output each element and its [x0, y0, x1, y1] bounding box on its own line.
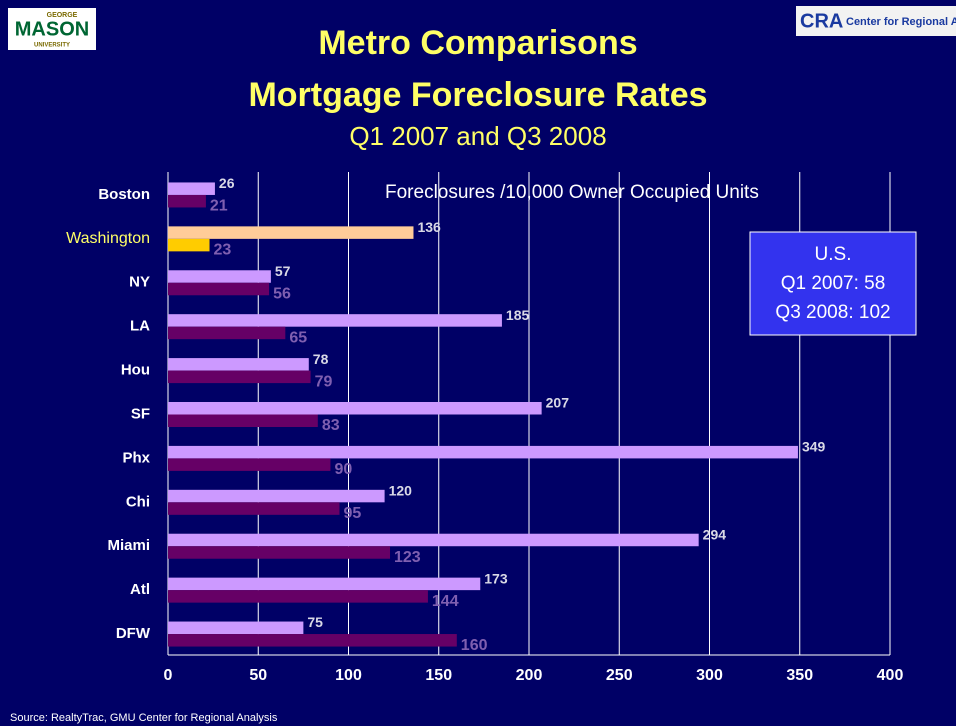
bar	[168, 314, 502, 327]
us-box-text: U.S.	[815, 244, 852, 265]
x-tick-label: 0	[164, 667, 173, 684]
bar	[168, 226, 414, 239]
value-label: 136	[417, 219, 441, 235]
bar	[168, 502, 340, 515]
value-label: 21	[210, 198, 228, 215]
chart-subtitle: Q1 2007 and Q3 2008	[349, 121, 606, 151]
value-label: 90	[334, 461, 352, 478]
bar	[168, 577, 481, 591]
x-tick-label: 50	[249, 667, 267, 684]
overlay: Foreclosures /10,000 Owner Occupied Unit…	[385, 182, 917, 336]
y-tick-label: Hou	[121, 362, 150, 379]
value-label: 160	[461, 637, 488, 654]
x-tick-label: 200	[516, 667, 543, 684]
value-label: 56	[273, 285, 291, 302]
value-label: 95	[343, 505, 361, 522]
logo-right: CRA Center for Regional Analy	[796, 6, 956, 36]
y-tick-label: NY	[129, 274, 150, 291]
x-tick-label: 250	[606, 667, 633, 684]
x-tick-label: 350	[786, 667, 813, 684]
value-label: 75	[307, 614, 323, 630]
logo-text: CRA	[800, 10, 843, 32]
plot: 0 50 100 150 200 250 300 350 400 Boston 26 21 Washin…	[66, 172, 903, 684]
value-label: 120	[389, 483, 413, 499]
annotation: Foreclosures /10,000 Owner Occupied Unit…	[385, 182, 759, 203]
chart-title: Metro Comparisons	[318, 24, 637, 62]
bar	[168, 458, 331, 471]
x-tick-label: 100	[335, 667, 362, 684]
x-tick-label: 300	[696, 667, 723, 684]
value-label: 26	[219, 175, 235, 191]
logo-box	[796, 6, 956, 36]
value-label: 294	[703, 526, 727, 542]
y-tick-label: SF	[131, 405, 150, 422]
value-label: 173	[484, 570, 508, 586]
us-box-text: Q1 2007: 58	[781, 273, 886, 294]
value-label: 65	[289, 329, 307, 346]
y-tick-label: Boston	[98, 186, 150, 203]
us-box-text: Q3 2008: 102	[775, 302, 890, 323]
bar	[168, 270, 271, 283]
bar	[168, 590, 428, 603]
y-tick-label: Chi	[126, 493, 150, 510]
value-label: 83	[322, 417, 340, 434]
value-label: 185	[506, 307, 530, 323]
bar	[168, 445, 798, 459]
value-label: 123	[394, 549, 421, 566]
bar	[168, 546, 391, 559]
y-tick-label: Atl	[130, 581, 150, 598]
value-label: 79	[315, 373, 333, 390]
y-tick-label: Phx	[122, 449, 150, 466]
y-tick-label: Miami	[107, 537, 150, 554]
value-label: 23	[214, 242, 232, 259]
bar	[168, 489, 385, 503]
bar	[168, 621, 304, 635]
value-label: 207	[546, 395, 570, 411]
bar	[168, 402, 542, 415]
logo-text: UNIVERSITY	[34, 43, 70, 49]
us-box	[749, 231, 917, 336]
bar	[168, 358, 309, 371]
logo-box	[8, 8, 96, 50]
value-label: 78	[313, 351, 329, 367]
source: Source: RealtyTrac, GMU Center for Regio…	[10, 712, 278, 724]
bar	[168, 634, 457, 647]
x-tick-label: 400	[877, 667, 904, 684]
y-tick-label: Washington	[66, 230, 150, 247]
value-label: 144	[432, 593, 459, 610]
bar	[168, 533, 699, 547]
bar	[168, 326, 286, 340]
bar	[168, 194, 206, 208]
logo-text: GEORGE	[47, 12, 78, 19]
logo-text: Center for Regional Analy	[846, 16, 956, 28]
bar	[168, 370, 311, 384]
y-tick-label: DFW	[116, 625, 151, 642]
chart-title: Mortgage Foreclosure Rates	[248, 76, 707, 114]
logo-left: GEORGE MASON UNIVERSITY	[8, 8, 96, 50]
bar	[168, 238, 210, 252]
x-tick-label: 150	[425, 667, 452, 684]
bar	[168, 414, 318, 427]
bar	[168, 282, 270, 296]
y-tick-label: LA	[130, 318, 150, 335]
value-label: 349	[802, 439, 826, 455]
logo-text: MASON	[15, 18, 89, 40]
value-label: 57	[275, 263, 291, 279]
bar	[168, 182, 215, 195]
